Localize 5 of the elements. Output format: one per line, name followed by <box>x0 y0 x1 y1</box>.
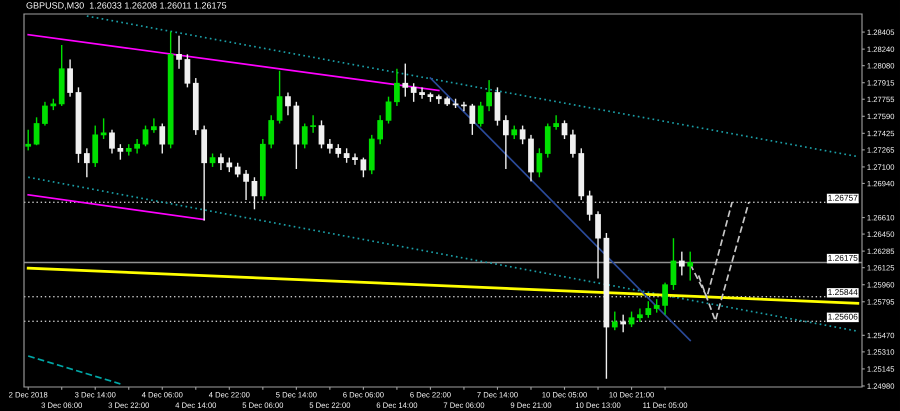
ref-line-label: 1.25606 <box>828 314 858 320</box>
ref-line-label: 1.26757 <box>828 194 858 201</box>
chart-title: GBPUSD,M30 1.26033 1.26208 1.26011 1.26175 <box>26 2 226 10</box>
ref-line-label: 1.25844 <box>828 289 858 296</box>
ref-line-label: 1.26175 <box>828 254 858 261</box>
